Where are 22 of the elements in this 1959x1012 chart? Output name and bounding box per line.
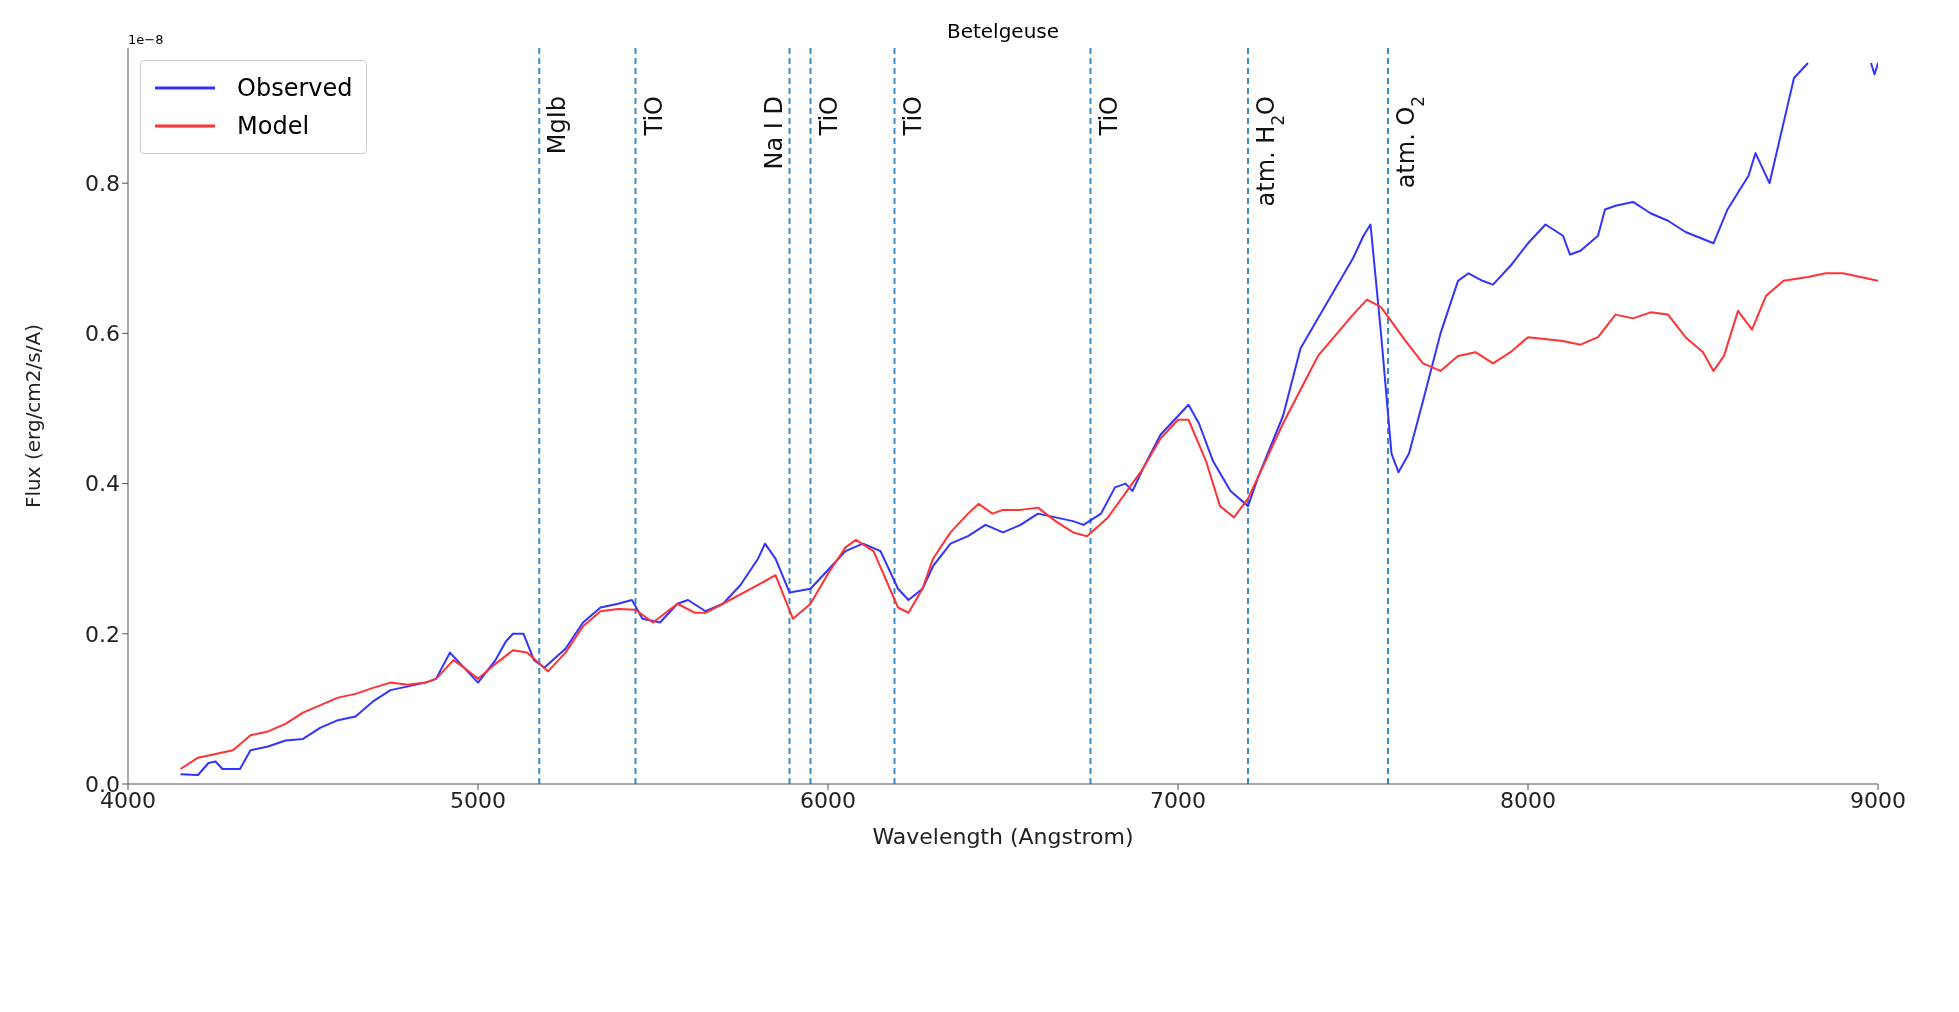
y-tick-label: 0.2 [85, 621, 120, 647]
line-series [179, 272, 1878, 770]
ref-line-label: TiO [639, 96, 668, 137]
legend-label: Observed [237, 73, 353, 104]
chart-title: Betelgeuse [946, 19, 1060, 43]
ref-line-label: TiO [814, 96, 843, 137]
ref-line-label: TiO [898, 96, 927, 137]
y-axis-title: Flux (erg/cm2/s/A) [21, 324, 46, 508]
text: 1e−8 [128, 32, 164, 47]
y-tick-label: 0.8 [85, 170, 120, 196]
ref-line-label: TiO [1094, 96, 1123, 137]
x-tick-label: 6000 [800, 787, 856, 813]
x-tick-label: 8000 [1500, 787, 1556, 813]
y-tick-label: 0.4 [85, 471, 120, 497]
ref-line-label: MgIb [543, 96, 572, 155]
ref-line-label: Na I D [759, 96, 788, 170]
x-tick-label: 7000 [1150, 787, 1206, 813]
legend-label: Model [237, 111, 310, 142]
x-tick-label: 5000 [450, 787, 506, 813]
y-tick-label: 0.6 [85, 321, 120, 347]
x-axis-title: Wavelength (Angstrom) [872, 824, 1134, 849]
x-tick-label: 9000 [1850, 787, 1906, 813]
